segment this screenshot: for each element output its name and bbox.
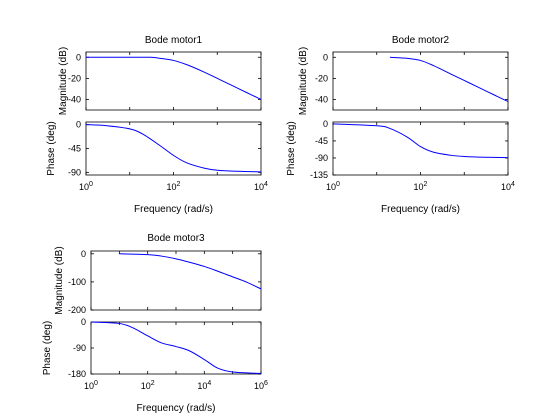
phase-y-tick-label: -45 bbox=[315, 136, 328, 146]
phase-axes-frame bbox=[90, 321, 262, 375]
chart-title: Bode motor2 bbox=[392, 35, 450, 46]
phase-y-tick-label: 0 bbox=[323, 119, 328, 129]
magnitude-ylabel: Magnitude (dB) bbox=[298, 47, 309, 115]
x-tick-label: 100 bbox=[79, 181, 93, 192]
x-tick-label: 104 bbox=[197, 380, 211, 391]
phase-y-tick-label: -90 bbox=[73, 343, 86, 353]
phase-y-tick-label: 0 bbox=[76, 120, 81, 130]
x-tick-label: 102 bbox=[141, 380, 155, 391]
magnitude-curve bbox=[119, 253, 262, 290]
magnitude-curve bbox=[85, 56, 262, 100]
magnitude-y-tick-label: -200 bbox=[68, 305, 86, 315]
x-tick-label: 100 bbox=[326, 181, 340, 192]
phase-ylabel: Phase (deg) bbox=[286, 121, 297, 175]
magnitude-y-tick-label: -40 bbox=[315, 94, 328, 104]
chart-title: Bode motor1 bbox=[145, 35, 203, 46]
phase-ylabel: Phase (deg) bbox=[42, 321, 53, 375]
magnitude-y-tick-label: 0 bbox=[81, 249, 86, 259]
phase-y-tick-label: 0 bbox=[81, 317, 86, 327]
phase-y-tick-label: -180 bbox=[68, 369, 86, 379]
magnitude-y-tick-label: -40 bbox=[68, 94, 81, 104]
bode-chart-1: Bode motor1 0 -20 -40 0 -45 -90 100 102 104 Magnit… bbox=[46, 35, 268, 215]
x-tick-label: 102 bbox=[414, 181, 428, 192]
magnitude-ylabel: Magnitude (dB) bbox=[58, 47, 69, 115]
phase-ylabel: Phase (deg) bbox=[46, 121, 57, 175]
magnitude-y-tick-label: 0 bbox=[76, 52, 81, 62]
x-tick-label: 104 bbox=[254, 181, 268, 192]
magnitude-axes-frame bbox=[332, 51, 509, 111]
magnitude-axes-frame bbox=[90, 250, 262, 311]
phase-y-tick-label: -90 bbox=[315, 153, 328, 163]
phase-curve bbox=[332, 123, 509, 159]
phase-curve bbox=[90, 321, 262, 374]
magnitude-y-tick-label: -20 bbox=[315, 73, 328, 83]
x-tick-label: 102 bbox=[167, 181, 181, 192]
x-tick-label: 104 bbox=[501, 181, 515, 192]
magnitude-axes-frame bbox=[85, 51, 262, 111]
magnitude-y-tick-label: 0 bbox=[323, 52, 328, 62]
chart-title: Bode motor3 bbox=[147, 233, 205, 244]
x-axis-label: Frequency (rad/s) bbox=[381, 204, 460, 215]
phase-y-tick-label: -45 bbox=[68, 144, 81, 154]
phase-axes-frame bbox=[85, 121, 262, 176]
x-axis-label: Frequency (rad/s) bbox=[137, 403, 216, 414]
x-tick-label: 106 bbox=[254, 380, 268, 391]
x-tick-label: 100 bbox=[84, 380, 98, 391]
phase-curve bbox=[85, 124, 262, 173]
magnitude-y-tick-label: -100 bbox=[68, 277, 86, 287]
x-axis-label: Frequency (rad/s) bbox=[134, 204, 213, 215]
magnitude-ylabel: Magnitude (dB) bbox=[54, 246, 65, 314]
magnitude-y-tick-label: -20 bbox=[68, 73, 81, 83]
phase-axes-frame bbox=[332, 121, 509, 176]
phase-y-tick-label: -135 bbox=[310, 170, 328, 180]
phase-y-tick-label: -90 bbox=[68, 167, 81, 177]
magnitude-curve bbox=[389, 56, 509, 103]
